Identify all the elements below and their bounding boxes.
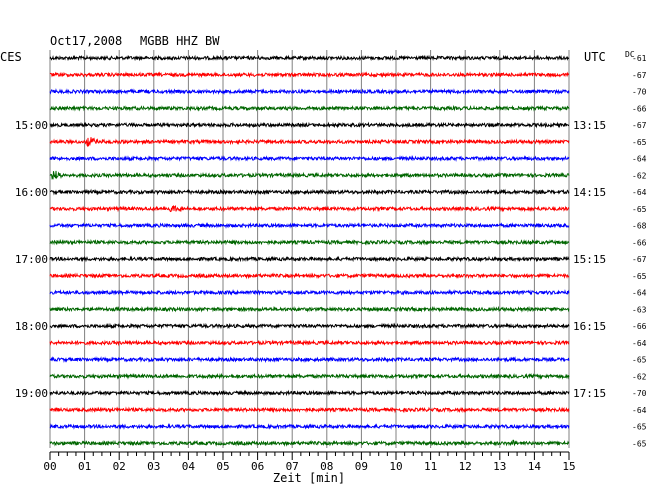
trace-line: [49, 439, 570, 447]
dc-offset-label: -64: [632, 155, 647, 164]
trace-line: [49, 423, 570, 431]
x-tick-label: 10: [389, 460, 402, 473]
local-time-label: 16:00: [15, 186, 48, 199]
dc-offset-label: -68: [632, 222, 647, 231]
x-tick-label: 14: [528, 460, 542, 473]
dc-offset-label: -62: [632, 372, 647, 381]
trace-line: [49, 137, 570, 148]
x-tick-label: 02: [113, 460, 126, 473]
dc-offset-label: -70: [632, 88, 647, 97]
dc-offset-label: -67: [632, 255, 647, 264]
dc-offset-label: -66: [632, 238, 647, 247]
dc-offset-label: -67: [632, 71, 647, 80]
local-time-label: 15:00: [15, 119, 48, 132]
trace-line: [49, 121, 570, 129]
dc-offset-label: -70: [632, 389, 647, 398]
dc-offset-label: -64: [632, 339, 647, 348]
trace-line: [49, 372, 570, 380]
trace-line: [49, 170, 570, 180]
seismic-traces: [49, 54, 570, 447]
dc-offset-label: -65: [632, 205, 647, 214]
x-tick-label: 04: [182, 460, 196, 473]
utc-time-label: 17:15: [573, 387, 606, 400]
x-tick-label: 06: [251, 460, 264, 473]
x-tick-label: 09: [355, 460, 368, 473]
dc-offset-label: -62: [632, 171, 647, 180]
dc-offset-label: -64: [632, 289, 647, 298]
dc-offset-label: -65: [632, 272, 647, 281]
x-tick-label: 03: [147, 460, 160, 473]
dc-offset-label: -61: [632, 54, 647, 63]
trace-line: [49, 238, 570, 246]
x-axis-title: Zeit [min]: [273, 471, 345, 485]
x-tick-label: 01: [78, 460, 91, 473]
utc-time-label: 13:15: [573, 119, 606, 132]
trace-line: [49, 272, 570, 280]
x-tick-label: 12: [459, 460, 472, 473]
trace-line: [49, 155, 570, 163]
station-label: MGBB HHZ BW: [140, 34, 220, 48]
dc-offset-label: -65: [632, 439, 647, 448]
x-tick-label: 11: [424, 460, 437, 473]
trace-line: [49, 406, 570, 414]
x-tick-label: 13: [493, 460, 506, 473]
trace-line: [49, 87, 570, 96]
trace-line: [49, 104, 570, 112]
x-tick-label: 15: [562, 460, 575, 473]
trace-line: [49, 222, 570, 229]
x-tick-label: 07: [286, 460, 299, 473]
trace-line: [49, 356, 570, 364]
trace-line: [49, 54, 570, 62]
trace-line: [49, 188, 570, 196]
trace-line: [49, 71, 570, 79]
dc-offset-label: -66: [632, 322, 647, 331]
local-time-label: 17:00: [15, 253, 48, 266]
grid-lines: [49, 50, 570, 448]
utc-time-label: 14:15: [573, 186, 606, 199]
utc-time-label: 16:15: [573, 320, 606, 333]
time-labels: 15:00 16:00 17:00 18:00 19:00 13:15 14:15 15:15…: [15, 54, 647, 448]
x-tick-label: 08: [320, 460, 333, 473]
dc-offset-label: -65: [632, 356, 647, 365]
x-axis: 00 01 02 03 04 05 06 07 08 09 10 11 12 13 14 15: [43, 451, 576, 473]
trace-line: [49, 389, 570, 397]
x-tick-label: 00: [43, 460, 56, 473]
utc-label: UTC: [584, 50, 606, 64]
local-time-label: 19:00: [15, 387, 48, 400]
trace-line: [49, 289, 570, 297]
trace-line: [49, 255, 570, 263]
local-time-label: 18:00: [15, 320, 48, 333]
dc-label: DC: [625, 50, 635, 59]
trace-line: [49, 339, 570, 347]
dc-offset-label: -66: [632, 104, 647, 113]
trace-line: [49, 305, 570, 313]
local-timezone-label: CES: [0, 50, 22, 64]
dc-offset-label: -67: [632, 121, 647, 130]
dc-offset-label: -65: [632, 423, 647, 432]
x-tick-label: 05: [216, 460, 229, 473]
dc-offset-label: -63: [632, 305, 647, 314]
date-label: Oct17,2008: [50, 34, 122, 48]
trace-line: [49, 205, 570, 213]
utc-time-label: 15:15: [573, 253, 606, 266]
dc-offset-label: -64: [632, 188, 647, 197]
dc-offset-label: -64: [632, 406, 647, 415]
dc-offset-label: -65: [632, 138, 647, 147]
trace-line: [49, 322, 570, 330]
